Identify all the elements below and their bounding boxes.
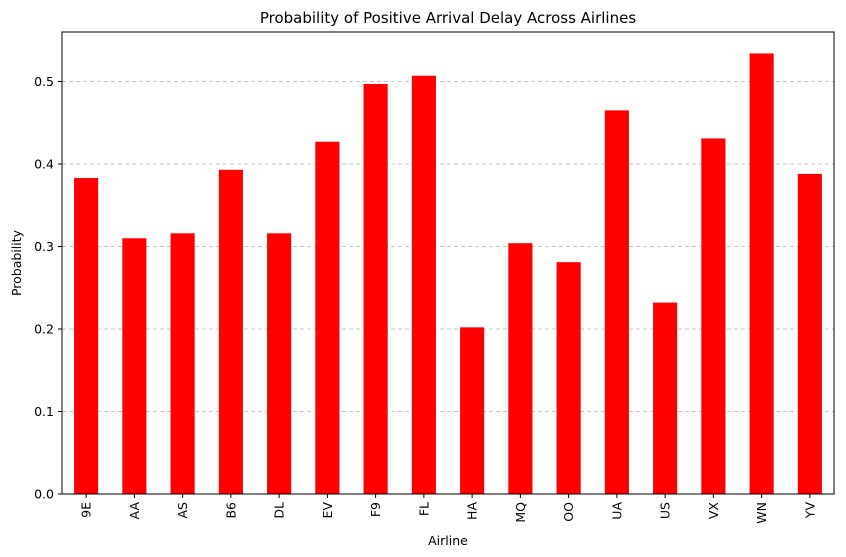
x-tick-label-as: AS: [175, 502, 190, 519]
bar-ha: [460, 327, 485, 494]
bar-yv: [797, 173, 822, 494]
bar-9e: [74, 178, 99, 494]
x-tick-label-b6: B6: [223, 502, 238, 519]
y-tick-label: 0.2: [34, 322, 54, 337]
x-axis-ticks: 9E AA AS B6 DL EV F9 FL HA MQ OO UA US VX WN YV: [79, 494, 817, 524]
y-tick-label: 0.5: [34, 74, 54, 89]
bar-f9: [363, 83, 388, 494]
chart-title: Probability of Positive Arrival Delay Ac…: [260, 9, 636, 27]
x-tick-label-oo: OO: [561, 502, 576, 522]
y-tick-label: 0.4: [34, 157, 54, 172]
x-tick-label-mq: MQ: [513, 502, 528, 523]
bar-vx: [701, 138, 726, 495]
x-tick-label-ev: EV: [320, 502, 335, 519]
x-tick-label-yv: YV: [802, 502, 817, 520]
y-tick-label: 0.0: [34, 487, 54, 502]
x-tick-label-vx: VX: [706, 502, 721, 520]
plot-frame: [61, 31, 835, 495]
bar-mq: [508, 243, 533, 494]
bar-us: [653, 302, 678, 494]
bar-b6: [218, 169, 243, 494]
bar-ua: [604, 110, 629, 494]
x-axis-label: Airline: [428, 533, 468, 548]
y-tick-label: 0.3: [34, 239, 54, 254]
bar-ev: [315, 141, 340, 494]
x-tick-label-us: US: [658, 502, 673, 519]
x-tick-label-fl: FL: [416, 502, 431, 516]
bar-wn: [749, 53, 774, 494]
x-tick-label-ua: UA: [609, 502, 624, 520]
bar-dl: [267, 233, 292, 495]
x-tick-label-9e: 9E: [79, 502, 94, 518]
bar-fl: [411, 75, 436, 494]
bars-group: [74, 53, 822, 495]
bar-aa: [122, 238, 147, 494]
y-axis-ticks: 0.0 0.1 0.2 0.3 0.4 0.5: [34, 74, 62, 502]
y-axis-label: Probability: [9, 229, 24, 296]
x-tick-label-dl: DL: [272, 502, 287, 519]
bar-as: [170, 233, 195, 495]
x-tick-label-f9: F9: [368, 502, 383, 517]
x-tick-label-wn: WN: [754, 502, 769, 524]
bar-oo: [556, 262, 581, 494]
x-tick-label-ha: HA: [465, 502, 480, 520]
x-tick-label-aa: AA: [127, 502, 142, 520]
y-tick-label: 0.1: [34, 404, 54, 419]
